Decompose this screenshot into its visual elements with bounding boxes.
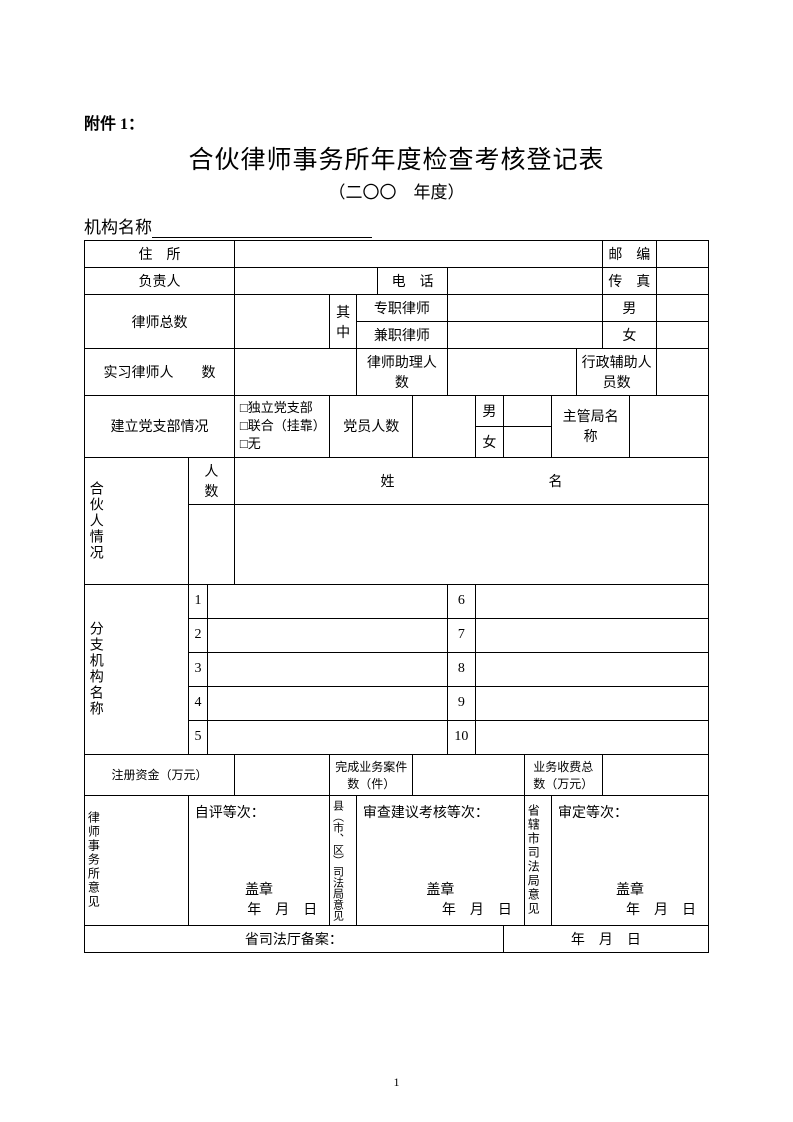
opinion2-date: 年 月 日	[363, 899, 518, 919]
female-label: 女	[602, 322, 656, 349]
branch-num-2: 2	[188, 618, 208, 652]
branch-val-3	[208, 652, 448, 686]
branch-val-4	[208, 686, 448, 720]
fax-label: 传 真	[602, 268, 656, 295]
cases-label: 完成业务案件数（件）	[330, 754, 413, 795]
opinion3-label: 省辖市司法局意见	[524, 795, 551, 925]
assistant-value	[447, 349, 576, 396]
branch-val-7	[475, 618, 708, 652]
branch-label: 分支机构名称	[85, 584, 189, 754]
male-label: 男	[602, 295, 656, 322]
branch-num-5: 5	[188, 720, 208, 754]
branch-val-10	[475, 720, 708, 754]
fax-value	[656, 268, 708, 295]
branch-val-5	[208, 720, 448, 754]
opinion3-date: 年 月 日	[558, 899, 702, 919]
branch-num-10: 10	[447, 720, 475, 754]
members-female-label: 女	[475, 426, 503, 457]
total-label: 律师总数	[85, 295, 235, 349]
main-title: 合伙律师事务所年度检查考核登记表	[84, 140, 709, 176]
members-label: 党员人数	[330, 396, 413, 458]
branch-num-6: 6	[447, 584, 475, 618]
among-label: 其中	[330, 295, 357, 349]
page-number: 1	[0, 1075, 793, 1090]
branch-num-7: 7	[447, 618, 475, 652]
record-date: 年 月 日	[503, 925, 708, 952]
opinion1-top: 自评等次：	[195, 802, 265, 822]
branch-val-2	[208, 618, 448, 652]
opinion2-stamp: 盖章	[363, 879, 518, 899]
party-opt2: □联合（挂靠）	[240, 417, 324, 435]
partner-count-value	[188, 504, 234, 584]
parttime-value	[447, 322, 602, 349]
income-value	[602, 754, 708, 795]
parttime-label: 兼职律师	[356, 322, 447, 349]
leader-label: 负责人	[85, 268, 235, 295]
zip-value	[656, 241, 708, 268]
fulltime-label: 专职律师	[356, 295, 447, 322]
partner-name-header: 姓 名	[234, 457, 708, 504]
capital-value	[234, 754, 329, 795]
admin-label: 行政辅助人员数	[577, 349, 657, 396]
main-form-table: 住 所 邮 编 负责人 电 话 传 真 律师总数 其中 专职律师 男 兼职律师 …	[84, 240, 709, 953]
partner-count-label: 人 数	[188, 457, 234, 504]
address-label: 住 所	[85, 241, 235, 268]
members-female-value	[503, 426, 551, 457]
party-options: □独立党支部 □联合（挂靠） □无	[234, 396, 329, 458]
opinion1-date: 年 月 日	[195, 899, 323, 919]
male-value	[656, 295, 708, 322]
income-label: 业务收费总数（万元）	[524, 754, 602, 795]
opinion1-stamp: 盖章	[195, 879, 323, 899]
members-value	[413, 396, 476, 458]
record-label: 省司法厅备案：	[85, 925, 504, 952]
branch-num-4: 4	[188, 686, 208, 720]
bureau-label: 主管局名 称	[551, 396, 629, 458]
phone-label: 电 话	[378, 268, 448, 295]
intern-value	[234, 349, 356, 396]
opinion2-label: 县（市、区）司法局意见	[330, 795, 357, 925]
total-value	[234, 295, 329, 349]
sub-title: （二〇〇 年度）	[84, 178, 709, 203]
female-value	[656, 322, 708, 349]
branch-val-9	[475, 686, 708, 720]
org-name-row: 机构名称	[84, 213, 709, 238]
party-label: 建立党支部情况	[85, 396, 235, 458]
address-value	[234, 241, 602, 268]
bureau-value	[630, 396, 709, 458]
branch-val-1	[208, 584, 448, 618]
partner-name-value	[234, 504, 708, 584]
branch-num-1: 1	[188, 584, 208, 618]
admin-value	[656, 349, 708, 396]
partner-label: 合伙人情况	[85, 457, 189, 584]
fulltime-value	[447, 295, 602, 322]
branch-val-8	[475, 652, 708, 686]
org-underline	[152, 220, 372, 238]
party-opt3: □无	[240, 435, 324, 453]
opinion2-top: 审查建议考核等次：	[363, 802, 489, 822]
branch-num-8: 8	[447, 652, 475, 686]
members-male-label: 男	[475, 396, 503, 427]
opinion2-content: 审查建议考核等次： 盖章 年 月 日	[356, 795, 524, 925]
assistant-label: 律师助理人 数	[356, 349, 447, 396]
cases-value	[413, 754, 525, 795]
party-opt1: □独立党支部	[240, 399, 324, 417]
opinion3-stamp: 盖章	[558, 879, 702, 899]
opinion3-top: 审定等次：	[558, 802, 628, 822]
branch-val-6	[475, 584, 708, 618]
branch-num-3: 3	[188, 652, 208, 686]
members-male-value	[503, 396, 551, 427]
capital-label: 注册资金（万元）	[85, 754, 235, 795]
attachment-label: 附件 1：	[84, 110, 709, 134]
opinion3-content: 审定等次： 盖章 年 月 日	[551, 795, 708, 925]
opinion1-content: 自评等次： 盖章 年 月 日	[188, 795, 329, 925]
opinion1-label: 律师事务所意见	[85, 795, 189, 925]
branch-num-9: 9	[447, 686, 475, 720]
leader-value	[234, 268, 377, 295]
phone-value	[447, 268, 602, 295]
org-label: 机构名称	[84, 218, 152, 237]
zip-label: 邮 编	[602, 241, 656, 268]
intern-label: 实习律师人 数	[85, 349, 235, 396]
